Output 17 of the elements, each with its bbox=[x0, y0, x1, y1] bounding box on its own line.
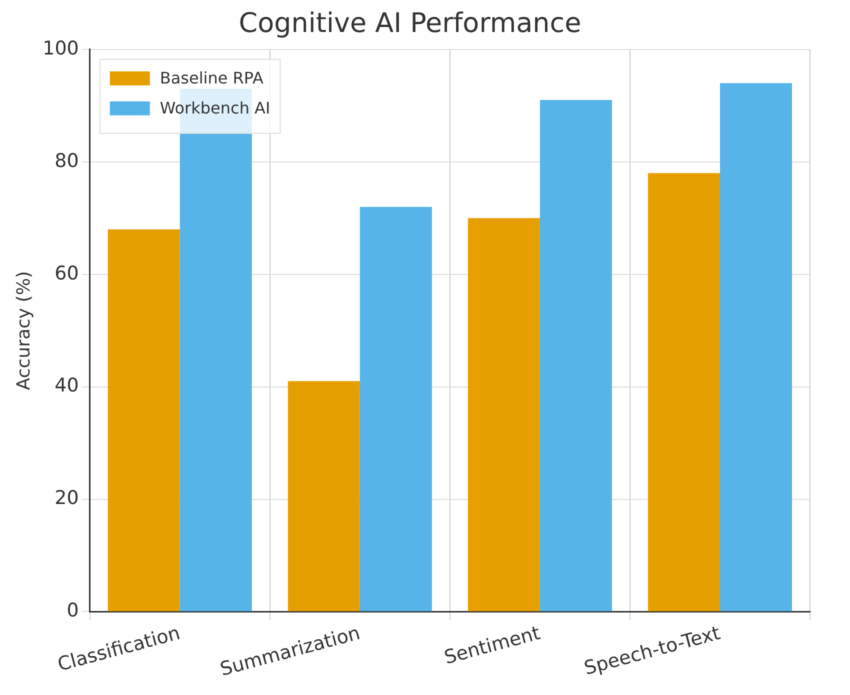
legend-label: Baseline RPA bbox=[160, 68, 264, 88]
chart-title: Cognitive AI Performance bbox=[238, 8, 582, 40]
legend-label: Workbench AI bbox=[160, 98, 270, 118]
bar bbox=[720, 83, 792, 612]
bar bbox=[540, 100, 612, 612]
bar bbox=[288, 381, 360, 612]
y-tick-label: 80 bbox=[54, 150, 79, 172]
bar bbox=[648, 173, 720, 612]
y-tick-label: 0 bbox=[66, 600, 79, 622]
y-tick-label: 20 bbox=[54, 487, 79, 510]
bar bbox=[468, 218, 540, 612]
bar bbox=[108, 229, 180, 612]
y-tick-label: 40 bbox=[54, 374, 79, 397]
y-tick-label: 60 bbox=[54, 262, 79, 284]
y-tick-label: 100 bbox=[42, 37, 79, 60]
y-axis-title: Accuracy (%) bbox=[13, 271, 34, 390]
bar bbox=[360, 206, 432, 612]
